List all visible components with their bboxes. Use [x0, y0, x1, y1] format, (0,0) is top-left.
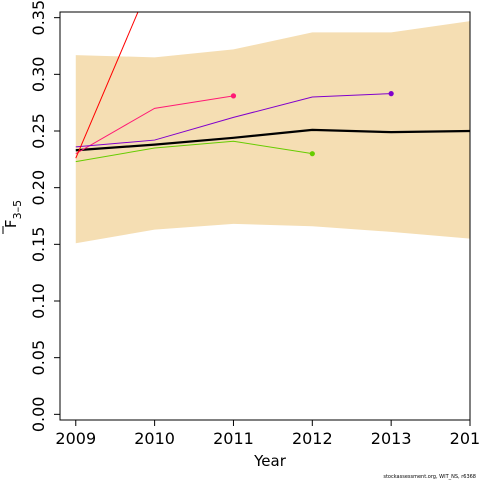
series-line-1 — [75, 140, 313, 163]
x-tick-label: 2012 — [292, 429, 333, 448]
series-endpoint-3 — [388, 91, 394, 97]
y-axis-title: F3–5 — [2, 200, 24, 234]
x-axis: 2009 2010 2011 2012 2013 2014 — [55, 419, 480, 448]
x-tick-label: 2014 — [450, 429, 480, 448]
credit-note: stockassessment.org, WIT_NS, r6368 — [383, 474, 476, 480]
y-tick-label: 0.35 — [29, 0, 48, 35]
series-line-0 — [75, 128, 470, 152]
y-tick-label: 0.30 — [29, 57, 48, 93]
y-tick-label: 0.15 — [29, 227, 48, 263]
confidence-band-layer — [75, 21, 471, 244]
y-tick-label: 0.20 — [29, 170, 48, 206]
x-tick-label: 2010 — [134, 429, 175, 448]
x-axis-title: Year — [253, 452, 287, 470]
y-axis: 0.00 0.05 0.10 0.15 0.20 0.25 0.30 0.35 — [29, 0, 60, 432]
series-endpoint-2 — [230, 93, 237, 99]
confidence-band — [75, 21, 471, 244]
x-tick-label: 2009 — [55, 429, 96, 448]
y-tick-label: 0.05 — [29, 340, 48, 376]
y-tick-label: 0.25 — [29, 113, 48, 149]
y-axis-title-subscript: 3–5 — [11, 200, 24, 220]
y-axis-title-main: F — [2, 219, 20, 228]
series-endpoint-1 — [309, 151, 315, 157]
y-axis-title-text: F3–5 — [2, 200, 24, 228]
x-tick-label: 2011 — [213, 429, 254, 448]
x-tick-label: 2013 — [371, 429, 412, 448]
series-line-3 — [75, 93, 392, 148]
y-tick-label: 0.00 — [29, 397, 48, 433]
series-layer — [75, 12, 470, 163]
y-tick-label: 0.10 — [29, 283, 48, 319]
series-line-2 — [75, 95, 234, 155]
series-line-4 — [75, 12, 139, 159]
